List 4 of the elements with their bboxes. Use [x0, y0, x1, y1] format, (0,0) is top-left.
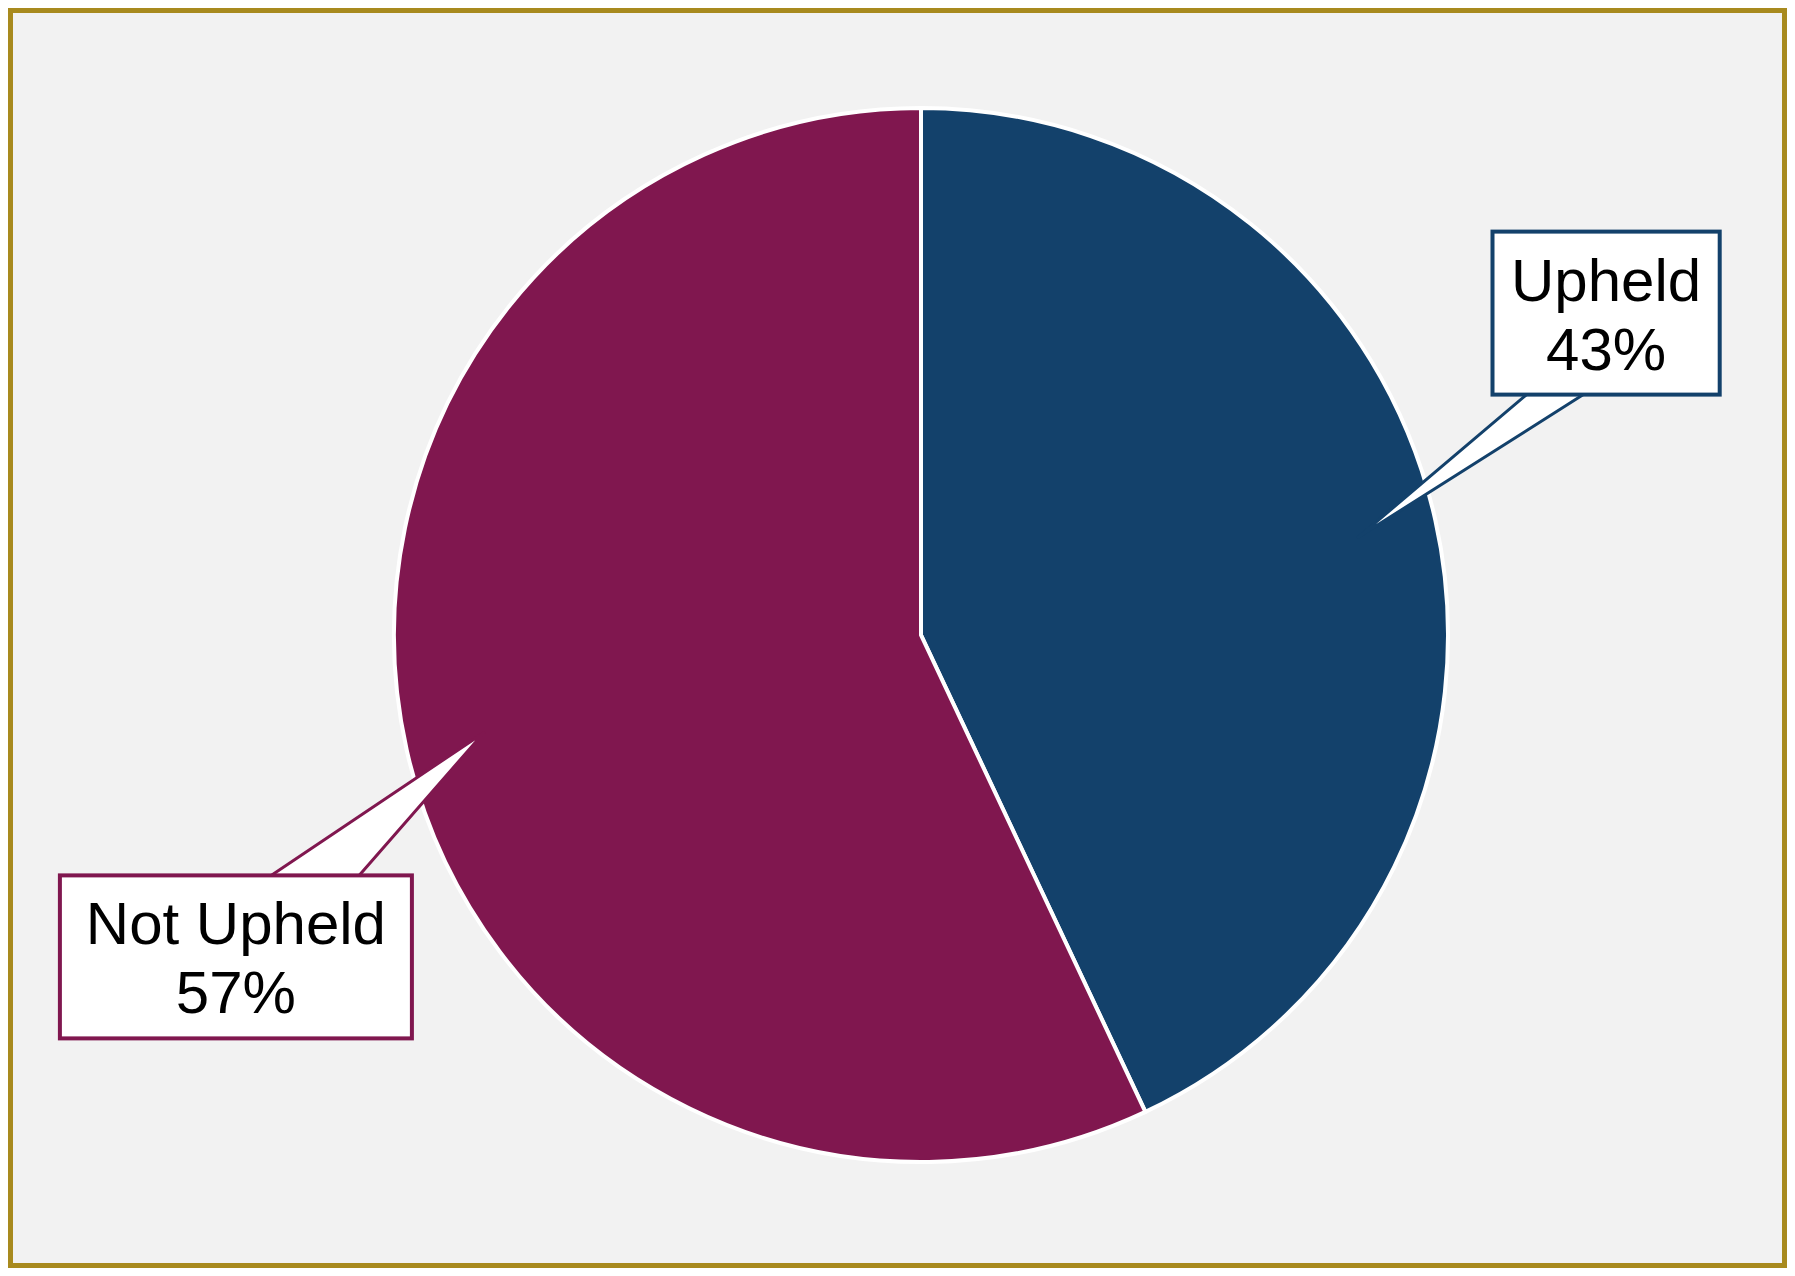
data-label: 43%	[1546, 315, 1667, 383]
data-label: 57%	[175, 959, 296, 1027]
slice-label: Upheld	[1511, 246, 1702, 314]
legend-label: Not Upheld	[85, 890, 386, 958]
